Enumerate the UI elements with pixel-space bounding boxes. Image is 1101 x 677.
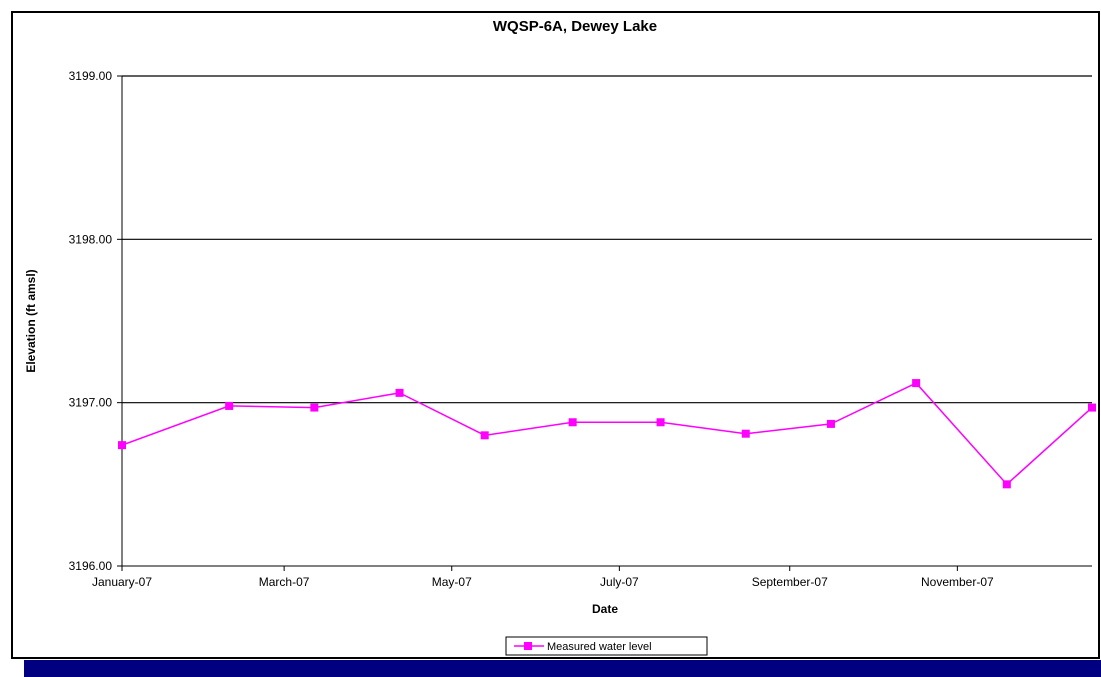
- y-axis-label: Elevation (ft amsl): [24, 269, 38, 372]
- y-tick-label: 3198.00: [69, 232, 113, 246]
- legend-marker: [524, 642, 532, 650]
- legend: Measured water level: [505, 636, 708, 656]
- data-point: [118, 441, 126, 450]
- data-point: [1088, 403, 1096, 412]
- data-point: [656, 418, 665, 427]
- x-tick-label: January-07: [92, 575, 152, 589]
- gridlines: [121, 75, 1092, 567]
- series-line: [121, 382, 1093, 486]
- x-tick-label: May-07: [432, 575, 472, 589]
- series-layer: [118, 379, 1096, 489]
- data-point: [568, 418, 577, 427]
- bottom-band: [24, 660, 1101, 677]
- data-point: [225, 401, 234, 410]
- data-point: [912, 379, 921, 388]
- data-point: [395, 388, 404, 397]
- chart-title: WQSP-6A, Dewey Lake: [493, 18, 657, 35]
- x-tick-label: March-07: [259, 575, 310, 589]
- x-tick-label: July-07: [600, 575, 639, 589]
- chart-frame: [11, 11, 1100, 659]
- x-tick-label: November-07: [921, 575, 994, 589]
- data-point: [1002, 480, 1011, 489]
- y-tick-label: 3197.00: [69, 396, 113, 410]
- data-point: [480, 431, 489, 440]
- legend-box: [505, 636, 708, 656]
- y-tick-label: 3196.00: [69, 559, 113, 573]
- data-point: [826, 419, 835, 428]
- x-axis-ticks: January-07 March-07 May-07 July-07 September…: [92, 566, 994, 589]
- x-tick-label: September-07: [752, 575, 828, 589]
- y-axis-ticks: 3196.00 3197.00 3198.00 3199.00: [69, 69, 122, 573]
- x-axis-label: Date: [592, 602, 618, 616]
- data-point: [310, 403, 319, 412]
- y-tick-label: 3199.00: [69, 69, 113, 83]
- data-point: [741, 429, 750, 438]
- legend-label: Measured water level: [547, 641, 652, 653]
